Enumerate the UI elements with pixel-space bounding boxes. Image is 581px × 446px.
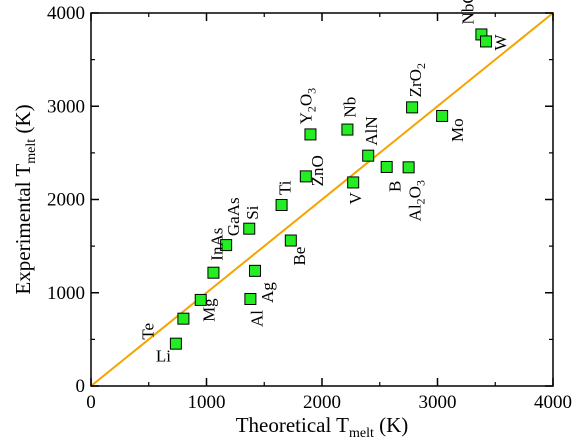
point-label-w: W <box>491 33 510 50</box>
point-label-ag: Ag <box>258 282 277 303</box>
y-tick-label: 4000 <box>47 3 85 24</box>
data-point-mg <box>194 293 207 306</box>
point-label-li: Li <box>156 347 171 366</box>
y-axis-label: Experimental Tmelt (K) <box>11 104 39 294</box>
point-label-aln: AlN <box>362 116 381 145</box>
reference-line-y-equals-x <box>90 12 554 387</box>
point-label-zno: ZnO <box>308 155 327 186</box>
point-label-y2o3: Y2O3 <box>296 88 318 125</box>
point-label-te: Te <box>138 323 157 340</box>
data-point-si <box>243 222 256 235</box>
x-tick-label: 2000 <box>303 392 341 413</box>
x-tick-label: 4000 <box>534 392 572 413</box>
point-label-al2o3: Al2O3 <box>406 180 428 221</box>
y-tick-label: 3000 <box>47 96 85 117</box>
data-point-nb <box>341 123 354 136</box>
y-axis-label-main: Experimental T <box>11 164 35 295</box>
data-point-zro2 <box>406 101 419 114</box>
data-point-ti <box>275 199 288 212</box>
data-point-aln <box>362 149 375 162</box>
point-label-nbc: NbC <box>458 0 477 24</box>
point-label-si: Si <box>243 205 262 219</box>
data-point-inas <box>207 266 220 279</box>
data-point-al <box>244 292 257 305</box>
point-label-zro2: ZrO2 <box>406 63 428 97</box>
x-axis-label: Theoretical Tmelt (K) <box>236 413 409 441</box>
x-axis-label-main: Theoretical T <box>236 413 349 437</box>
data-point-al2o3 <box>402 161 415 174</box>
point-label-inas: InAs <box>207 228 226 261</box>
data-point-w <box>480 35 493 48</box>
data-point-b <box>380 160 393 173</box>
data-point-te <box>177 312 190 325</box>
x-tick-label: 3000 <box>419 392 457 413</box>
point-label-ti: Ti <box>276 180 295 195</box>
point-label-v: V <box>346 191 365 204</box>
point-label-mo: Mo <box>448 118 467 142</box>
point-label-al: Al <box>247 310 266 327</box>
data-point-mo <box>436 109 449 122</box>
data-point-gaas <box>220 239 233 252</box>
data-point-li <box>169 337 182 350</box>
y-axis-label-sub: melt <box>24 139 39 164</box>
point-label-gaas: GaAs <box>224 197 243 236</box>
point-label-be: Be <box>290 247 309 266</box>
point-label-mg: Mg <box>200 298 219 322</box>
point-label-b: B <box>386 181 405 192</box>
point-label-nb: Nb <box>340 97 359 118</box>
x-tick-label: 1000 <box>188 392 226 413</box>
data-point-be <box>284 234 297 247</box>
x-axis-label-unit: (K) <box>374 413 408 437</box>
y-tick-label: 2000 <box>47 190 85 211</box>
y-tick-label: 1000 <box>47 283 85 304</box>
data-point-zno <box>299 170 312 183</box>
data-point-ag <box>249 264 262 277</box>
x-tick-label: 0 <box>86 392 96 413</box>
data-point-y2o3 <box>304 128 317 141</box>
y-axis-label-unit: (K) <box>11 104 35 138</box>
x-axis-label-sub: melt <box>349 426 374 441</box>
y-tick-label: 0 <box>76 376 86 397</box>
data-point-v <box>347 176 360 189</box>
